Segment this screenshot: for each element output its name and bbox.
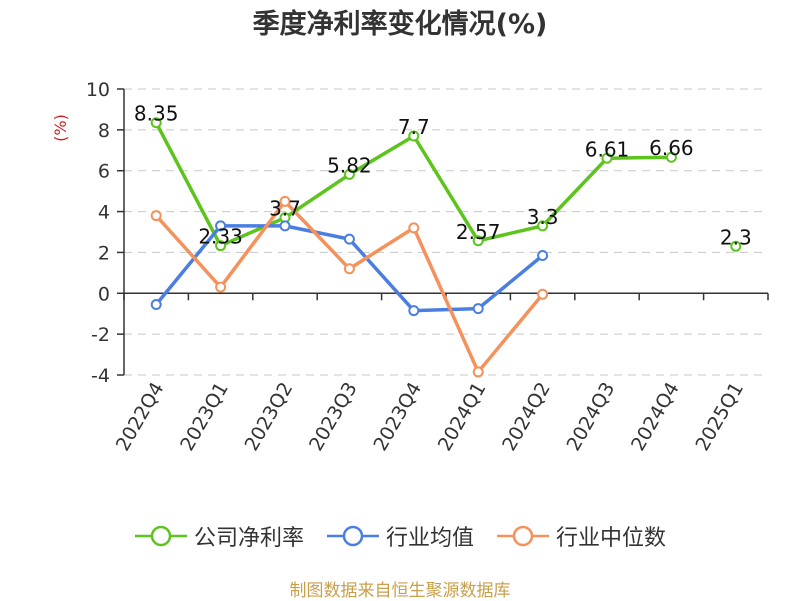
- gridlines: [124, 88, 768, 376]
- data-point: [537, 288, 549, 300]
- data-point: [408, 305, 420, 317]
- data-point: [408, 130, 420, 142]
- x-tick-label: 2024Q1: [434, 379, 491, 455]
- series-line-segment: [154, 224, 223, 307]
- series-line-segment: [605, 155, 674, 161]
- data-point: [150, 299, 162, 311]
- data-point: [537, 220, 549, 232]
- chart-title: 季度净利率变化情况(%): [252, 9, 548, 40]
- x-tick-label: 2023Q3: [305, 379, 362, 455]
- data-label: 8.35: [134, 102, 179, 126]
- data-label: 5.82: [327, 153, 372, 177]
- y-tick-label: -4: [91, 365, 110, 387]
- series-2: [150, 220, 549, 317]
- legend-marker-circle: [512, 525, 534, 547]
- series-line-segment: [412, 226, 480, 374]
- legend-marker-circle: [150, 525, 172, 547]
- series-lines: [150, 117, 742, 378]
- series-line-segment: [540, 156, 609, 228]
- y-tick-label: 0: [98, 283, 110, 305]
- legend-marker-icon: [134, 525, 187, 547]
- legend: 公司净利率 行业均值 行业中位数: [0, 518, 800, 554]
- series-line-segment: [283, 224, 352, 241]
- data-point: [215, 240, 227, 252]
- data-label: 2.57: [456, 220, 501, 244]
- data-point: [343, 168, 355, 180]
- legend-marker-circle: [342, 525, 364, 547]
- data-label: 3.7: [269, 197, 301, 221]
- series-line-segment: [476, 292, 545, 374]
- legend-marker-icon: [497, 525, 549, 547]
- series-line-segment: [218, 199, 287, 289]
- source-note: 制图数据来自恒生聚源数据库: [289, 581, 511, 601]
- data-label: 2.33: [198, 225, 243, 249]
- legend-label: 行业中位数: [556, 526, 667, 551]
- data-point: [408, 222, 420, 234]
- data-label: 3.3: [527, 205, 559, 229]
- data-point: [343, 263, 355, 275]
- x-tick-label: 2024Q2: [498, 379, 555, 455]
- series-line-segment: [476, 224, 545, 243]
- series-line-segment: [476, 253, 545, 311]
- data-point: [343, 233, 355, 245]
- data-point: [537, 249, 549, 261]
- data-label: 6.61: [585, 137, 630, 161]
- data-label: 7.7: [398, 115, 430, 139]
- series-line-segment: [412, 306, 480, 313]
- data-point: [150, 117, 162, 129]
- data-labels: 8.35 2.33 3.7 5.82 7.7 2.57 3.3 6.61 6.66 2.3: [134, 102, 752, 250]
- data-point: [215, 281, 227, 293]
- series-line-segment: [154, 213, 223, 289]
- data-point: [472, 366, 484, 378]
- y-tick-label: 6: [98, 161, 110, 183]
- x-tick-label: 2023Q4: [369, 379, 426, 455]
- series-line-segment: [412, 134, 480, 243]
- series-line-segment: [347, 237, 416, 313]
- series-line-segment: [347, 226, 416, 271]
- y-axis-label: (%): [51, 114, 70, 142]
- y-tick-label: 4: [98, 202, 110, 224]
- series-1: [150, 117, 742, 252]
- data-label: 2.3: [720, 225, 752, 249]
- x-tick-label: 2025Q1: [691, 379, 748, 455]
- data-point: [472, 303, 484, 315]
- legend-item-3[interactable]: 行业中位数: [496, 520, 666, 552]
- data-point: [730, 240, 742, 252]
- data-point: [150, 210, 162, 222]
- series-line-segment: [283, 199, 352, 271]
- y-tick-label: -2: [91, 324, 110, 346]
- x-tick-label: 2022Q4: [112, 379, 169, 455]
- legend-label: 公司净利率: [193, 526, 304, 551]
- legend-item-2[interactable]: 行业均值: [326, 520, 474, 552]
- y-tick-label: 10: [86, 79, 110, 101]
- data-point: [472, 235, 484, 247]
- y-tick-label: 8: [98, 120, 110, 142]
- data-point: [601, 152, 613, 164]
- data-point: [215, 220, 227, 232]
- x-tick-label: 2023Q2: [241, 379, 298, 455]
- data-point: [279, 195, 291, 207]
- series-line-segment: [218, 215, 287, 248]
- data-label: 6.66: [649, 136, 694, 160]
- x-tick-label: 2023Q1: [176, 379, 233, 455]
- legend-item-1[interactable]: 公司净利率: [134, 520, 304, 552]
- y-tick-label: 2: [98, 242, 110, 264]
- legend-marker-icon: [326, 525, 379, 547]
- legend-label: 行业均值: [385, 526, 474, 551]
- series-line-segment: [347, 134, 416, 177]
- data-point: [665, 151, 677, 163]
- data-point: [279, 220, 291, 232]
- series-3: [150, 195, 549, 378]
- x-tick-label: 2024Q3: [563, 379, 620, 455]
- series-line-segment: [154, 120, 223, 248]
- x-tick-label: 2024Q4: [627, 379, 684, 455]
